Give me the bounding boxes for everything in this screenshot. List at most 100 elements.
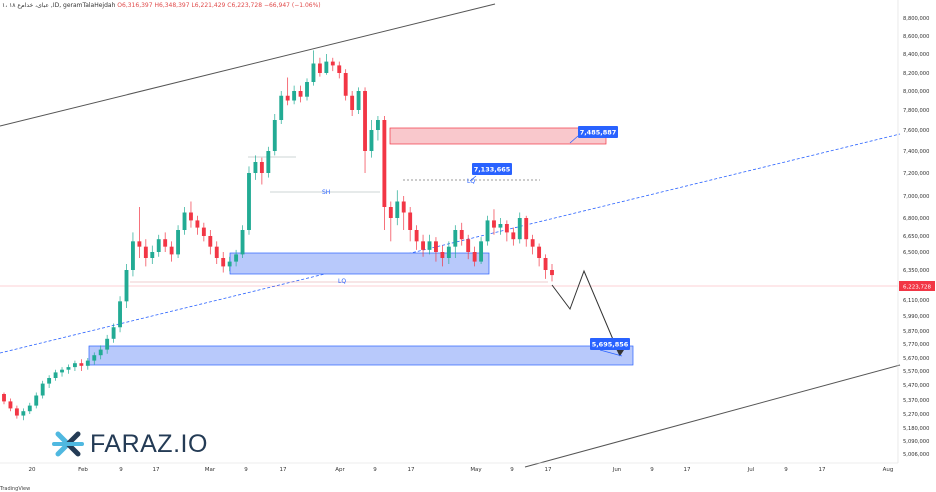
candle[interactable] (472, 246, 477, 267)
candle[interactable] (72, 360, 77, 371)
channel-lower-line[interactable] (524, 364, 901, 468)
candle[interactable] (47, 375, 52, 388)
candle[interactable] (189, 201, 193, 228)
candle[interactable] (459, 222, 464, 246)
candle[interactable] (227, 256, 232, 272)
candle[interactable] (466, 234, 471, 260)
candle[interactable] (530, 234, 535, 255)
candle[interactable] (85, 358, 90, 370)
candle[interactable] (118, 296, 122, 333)
mid-target-tag[interactable] (472, 163, 512, 175)
candle[interactable] (324, 54, 329, 75)
candle[interactable] (8, 398, 13, 412)
candle[interactable] (421, 234, 425, 257)
candle[interactable] (105, 334, 110, 354)
candle[interactable] (440, 245, 445, 267)
candle[interactable] (492, 209, 496, 235)
candle[interactable] (305, 78, 309, 101)
candle[interactable] (363, 87, 367, 173)
candle[interactable] (382, 116, 387, 230)
candle[interactable] (221, 252, 226, 273)
candle[interactable] (317, 57, 322, 77)
candle[interactable] (150, 245, 155, 264)
candle[interactable] (272, 114, 277, 156)
projection-path[interactable] (551, 269, 621, 357)
candle[interactable] (356, 87, 361, 114)
candle[interactable] (131, 232, 135, 277)
candle[interactable] (343, 69, 348, 101)
candle[interactable] (434, 237, 438, 262)
candle[interactable] (537, 243, 542, 267)
candle[interactable] (427, 234, 432, 255)
candle[interactable] (543, 254, 548, 279)
candle[interactable] (408, 207, 413, 242)
candle[interactable] (395, 190, 400, 226)
candle[interactable] (279, 91, 284, 124)
candle[interactable] (388, 201, 393, 242)
candle[interactable] (214, 241, 219, 264)
candlestick-series[interactable] (2, 50, 554, 421)
candle[interactable] (266, 146, 271, 178)
lower-target-tag[interactable] (590, 338, 630, 350)
candle[interactable] (40, 380, 45, 399)
demand-zone-lower[interactable] (88, 345, 634, 366)
candle[interactable] (156, 234, 161, 257)
candle[interactable] (453, 225, 458, 258)
candle[interactable] (511, 227, 516, 246)
candle[interactable] (240, 225, 245, 258)
candle[interactable] (92, 352, 97, 365)
candle[interactable] (137, 207, 142, 258)
candle[interactable] (401, 196, 406, 230)
trend-dashed-line[interactable] (0, 133, 901, 354)
candle[interactable] (2, 392, 6, 405)
candle[interactable] (176, 225, 181, 258)
candle[interactable] (479, 237, 484, 264)
candle[interactable] (498, 218, 503, 235)
candle[interactable] (208, 230, 213, 255)
price-axis[interactable]: 8,800,000 8,600,000 8,400,000 8,200,000 8,00… (903, 16, 929, 458)
candle[interactable] (285, 77, 290, 106)
candle[interactable] (60, 367, 64, 377)
candle[interactable] (550, 264, 554, 282)
candle[interactable] (330, 57, 335, 72)
candle[interactable] (66, 364, 71, 374)
upper-target-tag[interactable] (578, 126, 618, 138)
candle[interactable] (517, 212, 522, 244)
candle[interactable] (414, 225, 419, 250)
candle[interactable] (298, 85, 303, 103)
candle[interactable] (169, 241, 174, 262)
candle[interactable] (337, 61, 342, 79)
candle[interactable] (53, 369, 58, 381)
candle[interactable] (124, 264, 129, 308)
supply-zone[interactable] (389, 127, 607, 145)
candle[interactable] (253, 155, 258, 180)
candle[interactable] (234, 249, 239, 267)
candle[interactable] (79, 359, 84, 371)
candle[interactable] (504, 220, 509, 242)
candle[interactable] (524, 215, 529, 247)
time-axis[interactable]: 20 Feb 9 17 Mar 9 17 Apr 9 17 May 9 17 Jun 9 17 Jul 9 17 Au… (29, 467, 894, 473)
candle[interactable] (163, 232, 168, 252)
candle[interactable] (201, 222, 206, 242)
candle[interactable] (14, 405, 19, 419)
candle[interactable] (143, 239, 148, 267)
candle[interactable] (369, 120, 374, 158)
candle[interactable] (247, 166, 251, 235)
candle[interactable] (375, 116, 380, 141)
candle[interactable] (21, 408, 26, 421)
channel-upper-line[interactable] (0, 3, 496, 127)
candle[interactable] (27, 402, 32, 414)
candle[interactable] (311, 50, 316, 86)
candle[interactable] (34, 392, 39, 409)
last-price-tag[interactable] (899, 281, 935, 291)
candle[interactable] (292, 85, 297, 105)
candle[interactable] (350, 91, 355, 116)
candle[interactable] (111, 323, 116, 343)
candle[interactable] (195, 215, 200, 235)
candle[interactable] (98, 345, 103, 360)
candle[interactable] (259, 157, 264, 185)
candle[interactable] (182, 207, 187, 235)
candle[interactable] (446, 241, 451, 264)
candle[interactable] (485, 215, 490, 246)
